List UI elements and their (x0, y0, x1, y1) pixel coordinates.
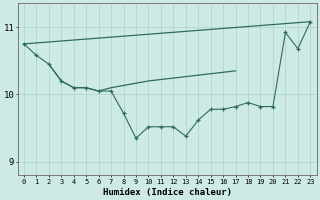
X-axis label: Humidex (Indice chaleur): Humidex (Indice chaleur) (103, 188, 232, 197)
